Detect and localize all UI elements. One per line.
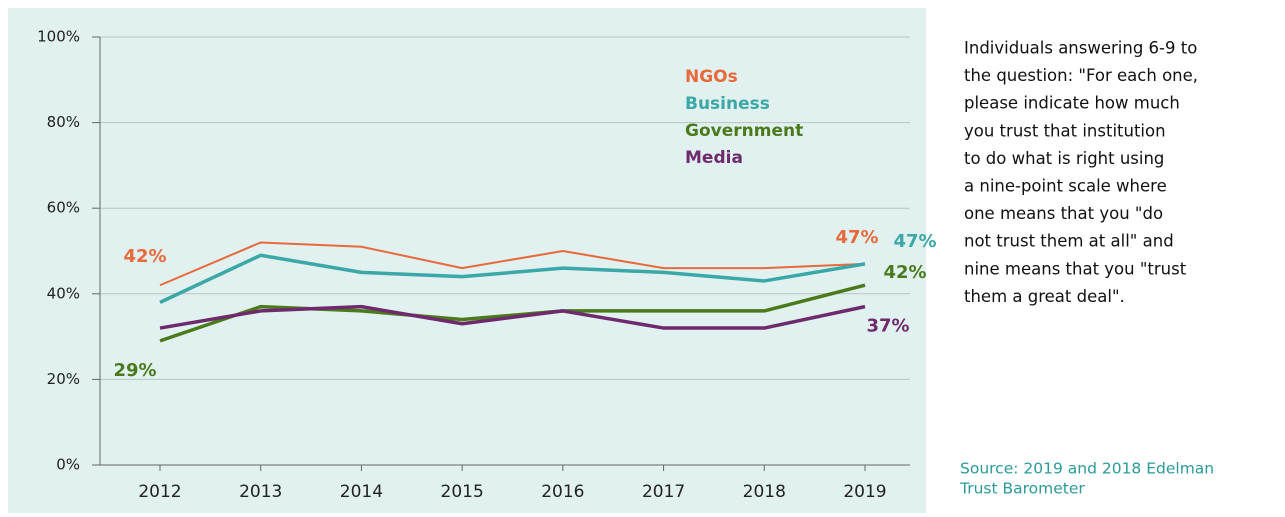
data-label: 37% bbox=[866, 316, 909, 337]
legend-entry: Media bbox=[685, 148, 743, 168]
y-tick-label: 20% bbox=[47, 370, 80, 388]
x-tick-label: 2015 bbox=[441, 482, 484, 502]
x-tick-label: 2016 bbox=[541, 482, 584, 502]
data-label: 47% bbox=[893, 231, 936, 252]
series-line bbox=[159, 283, 866, 343]
note-line: nine means that you "trust bbox=[964, 259, 1187, 278]
x-tick-label: 2012 bbox=[138, 482, 181, 502]
x-tick-label: 2019 bbox=[843, 482, 886, 502]
note-line: a nine-point scale where bbox=[964, 177, 1167, 196]
data-label: 42% bbox=[123, 246, 166, 267]
series-line bbox=[159, 304, 866, 330]
x-tick-label: 2017 bbox=[642, 482, 685, 502]
y-tick-label: 80% bbox=[47, 113, 80, 131]
series-line bbox=[159, 241, 866, 287]
y-tick-label: 60% bbox=[47, 199, 80, 217]
series-line bbox=[159, 253, 866, 304]
note-line: not trust them at all" and bbox=[964, 232, 1174, 251]
x-tick-label: 2014 bbox=[340, 482, 383, 502]
data-label: 42% bbox=[883, 262, 926, 283]
note-line: them a great deal". bbox=[964, 287, 1125, 306]
data-label: 29% bbox=[113, 360, 156, 381]
legend-entry: Business bbox=[685, 94, 770, 114]
note-line: the question: "For each one, bbox=[964, 66, 1198, 85]
plot-background bbox=[8, 8, 926, 513]
legend-entry: Government bbox=[685, 121, 803, 141]
x-tick-label: 2013 bbox=[239, 482, 282, 502]
source-line: Trust Barometer bbox=[959, 480, 1085, 498]
note-line: you trust that institution bbox=[964, 121, 1166, 140]
data-label: 47% bbox=[835, 227, 878, 248]
legend-entry: NGOs bbox=[685, 67, 738, 87]
note-line: to do what is right using bbox=[964, 149, 1164, 168]
x-tick-label: 2018 bbox=[743, 482, 786, 502]
note-line: one means that you "do bbox=[964, 204, 1163, 223]
note-line: please indicate how much bbox=[964, 94, 1180, 113]
y-tick-label: 100% bbox=[37, 28, 80, 46]
note-line: Individuals answering 6-9 to bbox=[964, 39, 1197, 58]
source-line: Source: 2019 and 2018 Edelman bbox=[960, 460, 1214, 478]
y-tick-label: 40% bbox=[47, 284, 80, 302]
y-tick-label: 0% bbox=[56, 456, 80, 474]
